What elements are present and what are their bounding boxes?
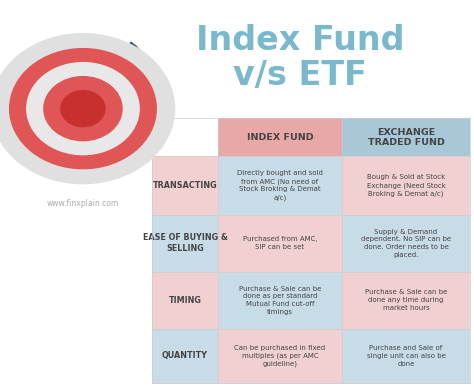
Text: EASE OF BUYING &
SELLING: EASE OF BUYING & SELLING	[143, 233, 228, 253]
Text: v/s ETF: v/s ETF	[233, 59, 367, 92]
Bar	[218, 215, 342, 272]
Bar	[152, 329, 218, 383]
Bar	[218, 118, 342, 156]
Text: Purchase and Sale of
single unit can also be
done: Purchase and Sale of single unit can als…	[366, 345, 446, 367]
Bar	[152, 156, 218, 215]
Text: Can be purchased in fixed
multiples (as per AMC
guideline): Can be purchased in fixed multiples (as …	[235, 345, 326, 367]
Text: Purchased from AMC,
SIP can be set: Purchased from AMC, SIP can be set	[243, 236, 317, 250]
Text: INDEX FUND: INDEX FUND	[246, 133, 313, 142]
Text: Index Fund: Index Fund	[196, 24, 404, 57]
Bar	[342, 215, 470, 272]
Bar	[342, 118, 470, 156]
Text: Directly bought and sold
from AMC (No need of
Stock Broking & Demat
a/c): Directly bought and sold from AMC (No ne…	[237, 170, 323, 201]
Text: Purchase & Sale can be
done as per standard
Mutual Fund cut-off
timings: Purchase & Sale can be done as per stand…	[239, 286, 321, 315]
Text: TRANSACTING: TRANSACTING	[153, 181, 217, 190]
Text: EXCHANGE
TRADED FUND: EXCHANGE TRADED FUND	[367, 128, 445, 147]
Text: QUANTITY: QUANTITY	[162, 352, 208, 360]
Bar	[342, 156, 470, 215]
Text: TIMING: TIMING	[169, 296, 201, 305]
Bar	[218, 156, 342, 215]
Bar	[342, 272, 470, 329]
Bar	[152, 272, 218, 329]
Text: Bough & Sold at Stock
Exchange (Need Stock
Broking & Demat a/c): Bough & Sold at Stock Exchange (Need Sto…	[366, 174, 446, 197]
Text: Purchase & Sale can be
done any time during
market hours: Purchase & Sale can be done any time dur…	[365, 289, 447, 311]
Text: Supply & Demand
dependent. No SIP can be
done. Order needs to be
placed.: Supply & Demand dependent. No SIP can be…	[361, 229, 451, 258]
Bar	[152, 215, 218, 272]
Bar	[218, 272, 342, 329]
Bar	[218, 329, 342, 383]
Bar	[342, 329, 470, 383]
Text: www.finxplain.com: www.finxplain.com	[47, 199, 119, 208]
